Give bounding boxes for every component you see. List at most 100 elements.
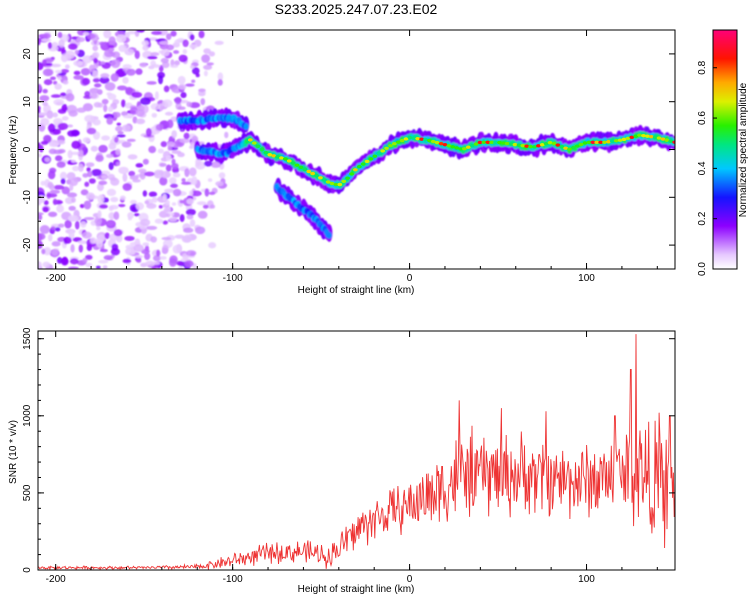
noise-cell: [156, 249, 161, 257]
noise-cell: [57, 31, 63, 39]
noise-cell: [53, 98, 65, 106]
noise-cell: [104, 82, 116, 91]
ridge-core: [446, 144, 452, 148]
noise-cell: [215, 181, 224, 187]
noise-cell: [170, 59, 175, 67]
noise-cell: [160, 170, 171, 179]
y-tick-label: -10: [22, 190, 33, 205]
y-tick-label: 0: [22, 146, 33, 152]
noise-cell: [54, 83, 62, 90]
ridge-core: [465, 145, 471, 149]
noise-cell: [42, 261, 51, 268]
noise-cell: [69, 258, 79, 265]
noise-cell: [185, 208, 196, 216]
noise-cell: [181, 181, 192, 185]
noise-cell: [168, 216, 178, 222]
noise-cell: [108, 36, 116, 45]
noise-cell: [146, 203, 157, 209]
ridge-core: [298, 165, 304, 169]
noise-cell: [178, 54, 188, 63]
noise-cell: [189, 167, 197, 177]
noise-cell: [132, 178, 141, 183]
noise-cell: [122, 258, 132, 264]
noise-cell: [64, 219, 72, 229]
noise-cell: [125, 86, 133, 95]
noise-cell: [164, 111, 174, 116]
noise-cell: [195, 73, 200, 78]
noise-cell: [186, 101, 192, 108]
ridge-core: [372, 154, 378, 158]
noise-cell: [167, 145, 172, 151]
noise-cell: [81, 231, 92, 239]
noise-cell: [172, 172, 181, 178]
noise-cell: [158, 75, 164, 85]
noise-cell: [163, 207, 170, 213]
noise-cell: [42, 59, 47, 67]
noise-cell: [133, 213, 141, 217]
noise-cell: [38, 153, 43, 158]
ridge-core: [282, 157, 288, 161]
ridge-core: [539, 143, 545, 147]
noise-cell: [48, 211, 58, 218]
ridge-core: [399, 138, 405, 143]
ridge-core: [559, 144, 565, 149]
ridge-core: [473, 142, 479, 146]
noise-cell: [106, 188, 117, 197]
ridge-core: [617, 138, 623, 142]
noise-cell: [54, 155, 63, 162]
ridge-core: [403, 137, 409, 141]
noise-cell: [150, 64, 161, 68]
noise-cell: [71, 140, 81, 149]
noise-cell: [157, 148, 164, 154]
noise-cell: [170, 30, 177, 37]
noise-cell: [72, 165, 80, 172]
noise-cell: [208, 242, 217, 249]
noise-cell: [52, 112, 58, 118]
noise-cell: [40, 140, 49, 145]
noise-cell: [155, 123, 164, 131]
noise-cell: [52, 198, 58, 206]
noise-cell: [179, 138, 191, 144]
noise-cell: [89, 237, 97, 244]
ridge-core: [271, 154, 277, 158]
noise-cell: [127, 212, 134, 219]
noise-cell: [38, 200, 42, 206]
noise-cell: [151, 196, 158, 203]
ridge-core: [337, 182, 343, 187]
noise-cell: [159, 162, 167, 167]
noise-cell: [109, 177, 117, 182]
ridge-core: [485, 140, 491, 145]
noise-cell: [135, 163, 144, 168]
snr-series-line: [38, 334, 675, 570]
noise-cell: [162, 220, 168, 225]
ridge-core: [555, 143, 561, 147]
ridge-core: [251, 141, 257, 145]
noise-cell: [159, 176, 168, 186]
noise-cell: [82, 173, 89, 178]
noise-cell: [161, 236, 172, 241]
noise-cell: [38, 62, 44, 71]
noise-cell: [49, 189, 61, 194]
noise-cell: [115, 125, 123, 132]
noise-cell: [115, 148, 121, 156]
y-tick-label: 1000: [22, 404, 33, 427]
ridge-core: [497, 140, 502, 145]
noise-cell: [50, 94, 62, 98]
noise-cell: [92, 78, 100, 83]
noise-cell: [153, 169, 164, 179]
x-tick-label: -100: [223, 273, 243, 284]
noise-cell: [54, 227, 61, 232]
noise-cell: [173, 50, 180, 54]
noise-cell: [189, 190, 194, 196]
ridge-core: [259, 147, 265, 152]
noise-cell: [40, 180, 46, 186]
ridge-core: [430, 139, 436, 144]
noise-cell: [38, 105, 41, 111]
noise-cell: [151, 261, 161, 265]
noise-cell: [79, 203, 85, 209]
noise-cell: [166, 119, 174, 129]
ridge-core: [376, 151, 382, 156]
noise-cell: [144, 171, 155, 177]
noise-cell: [58, 223, 65, 228]
